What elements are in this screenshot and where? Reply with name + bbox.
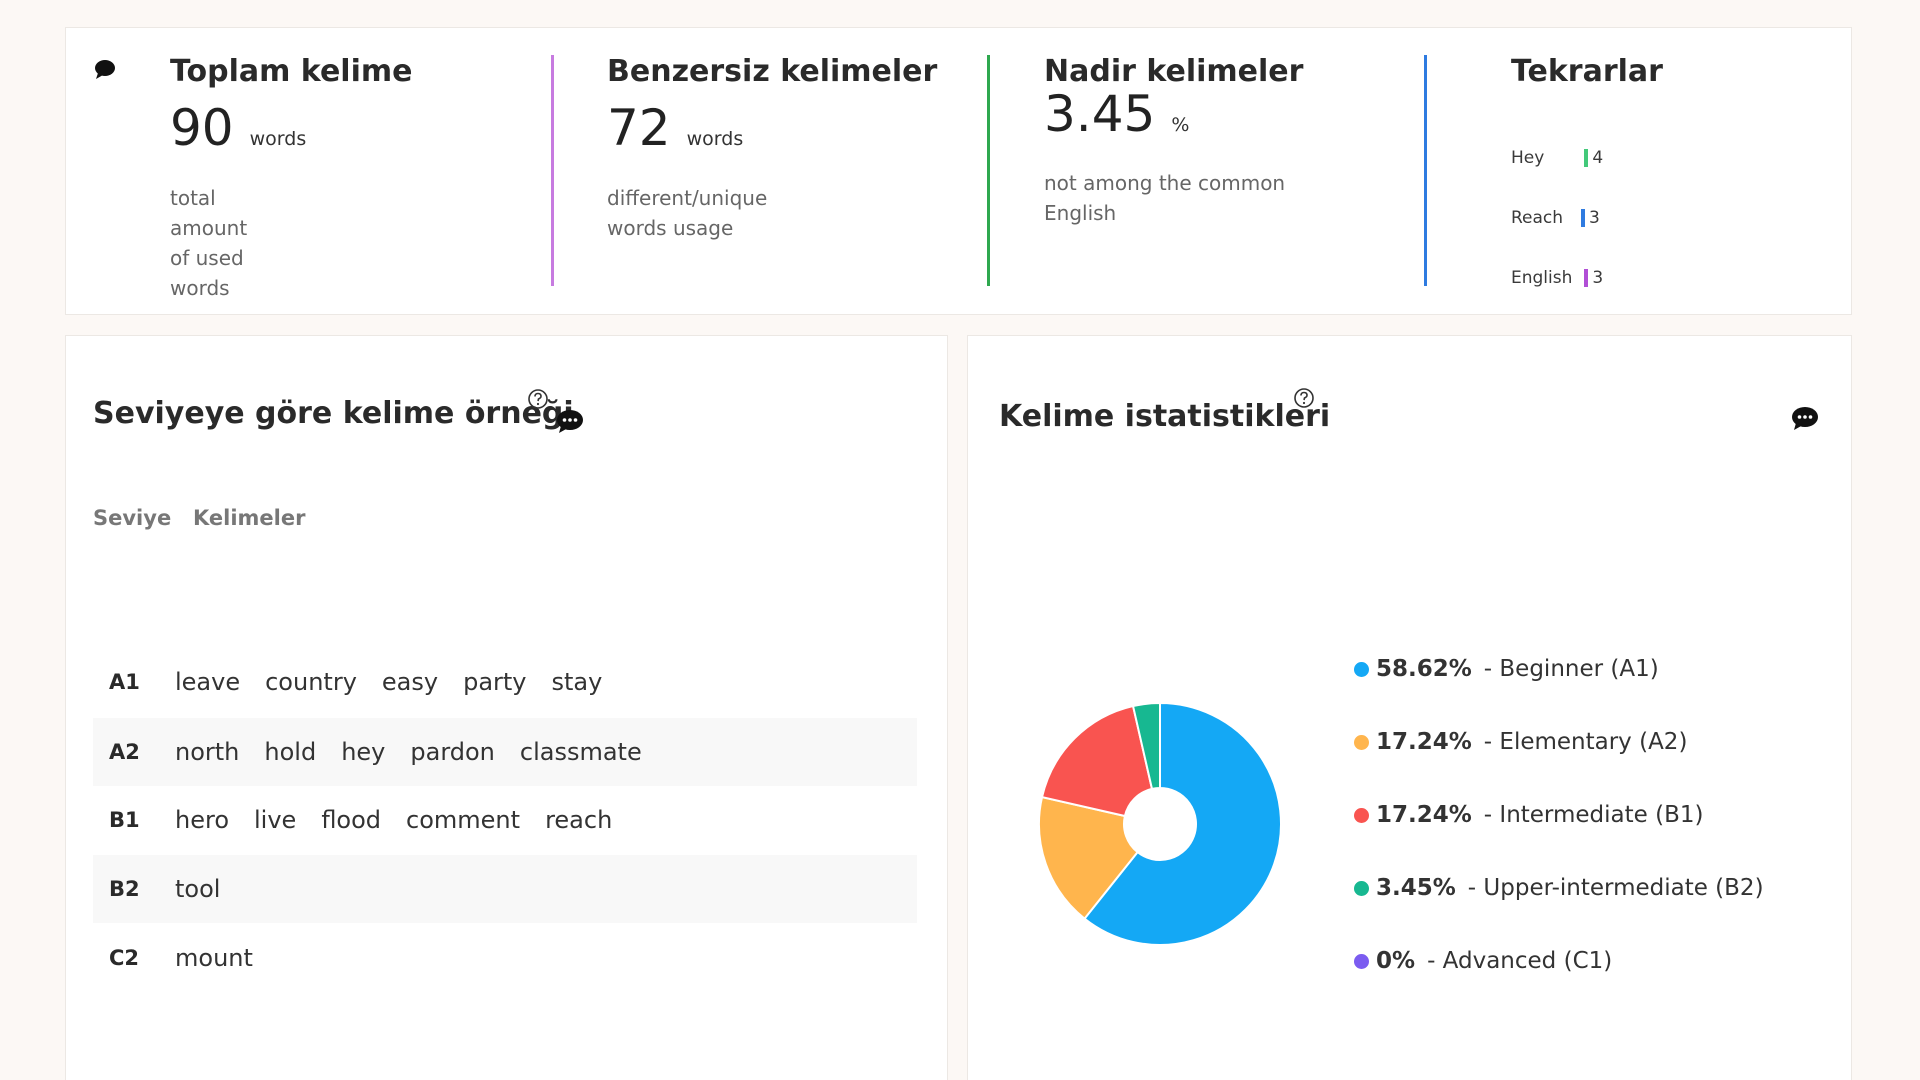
legend-item[interactable]: 58.62% - Beginner (A1) bbox=[1354, 656, 1659, 682]
level-words-card: Seviyeye göre kelime örneği Seviye Kelim… bbox=[65, 335, 948, 1080]
separator-unique bbox=[551, 55, 554, 286]
pie-slice-upper-intermediate-b2[interactable] bbox=[1131, 701, 1161, 791]
repeat-bar bbox=[1584, 269, 1589, 287]
column-header-words: Kelimeler bbox=[193, 506, 306, 530]
word-item[interactable]: country bbox=[265, 668, 357, 696]
legend-percent: 3.45% bbox=[1376, 875, 1456, 901]
repeat-word: English bbox=[1511, 268, 1573, 288]
level-code: C2 bbox=[109, 946, 140, 970]
stat-value: 90 words bbox=[170, 99, 306, 157]
repeat-bar bbox=[1581, 209, 1586, 227]
word-item[interactable]: north bbox=[175, 738, 240, 766]
stat-unit: % bbox=[1171, 114, 1190, 136]
stat-number: 72 bbox=[607, 99, 671, 157]
chat-bubble-icon[interactable] bbox=[555, 408, 585, 438]
legend-label: - Intermediate (B1) bbox=[1483, 802, 1704, 828]
word-item[interactable]: hold bbox=[264, 738, 317, 766]
word-item[interactable]: classmate bbox=[519, 738, 642, 766]
word-item[interactable]: flood bbox=[321, 806, 382, 834]
table-row: C2 mount bbox=[93, 924, 917, 992]
legend-item[interactable]: 17.24% - Elementary (A2) bbox=[1354, 729, 1687, 755]
stat-unit: words bbox=[249, 128, 307, 150]
stat-number: 90 bbox=[170, 99, 234, 157]
word-item[interactable]: easy bbox=[381, 668, 439, 696]
legend-label: - Advanced (C1) bbox=[1427, 948, 1613, 974]
column-header-level: Seviye bbox=[93, 506, 172, 530]
level-code: B2 bbox=[109, 877, 140, 901]
word-item[interactable]: reach bbox=[545, 806, 613, 834]
panel-title: Seviyeye göre kelime örneği bbox=[93, 396, 574, 431]
legend-dot bbox=[1354, 661, 1369, 677]
word-item[interactable]: hey bbox=[341, 738, 386, 766]
word-item[interactable]: mount bbox=[175, 944, 253, 972]
repeat-item: Hey 4 bbox=[1511, 147, 1603, 169]
word-item[interactable]: comment bbox=[406, 806, 521, 834]
legend-percent: 17.24% bbox=[1376, 802, 1472, 828]
level-donut-chart bbox=[1038, 701, 1282, 946]
separator-rare bbox=[987, 55, 990, 286]
word-item[interactable]: leave bbox=[175, 668, 241, 696]
repeat-bar bbox=[1584, 149, 1589, 167]
stat-number: 3.45 bbox=[1044, 85, 1156, 143]
legend-label: - Beginner (A1) bbox=[1483, 656, 1659, 682]
pie-slice-elementary-a2[interactable] bbox=[1038, 795, 1139, 921]
legend-percent: 17.24% bbox=[1376, 729, 1472, 755]
table-row: B2 tool bbox=[93, 855, 917, 923]
legend-label: - Elementary (A2) bbox=[1483, 729, 1688, 755]
stat-title: Nadir kelimeler bbox=[1044, 54, 1304, 89]
legend-dot bbox=[1354, 734, 1369, 750]
repeat-count: 4 bbox=[1592, 148, 1604, 168]
pie-slice-beginner-a1[interactable] bbox=[1083, 701, 1282, 946]
word-stats-card: Kelime istatistikleri 58.62% - Beginner (… bbox=[967, 335, 1852, 1080]
stat-value: 72 words bbox=[607, 99, 743, 157]
repeat-word: Reach bbox=[1511, 208, 1564, 228]
stat-title: Toplam kelime bbox=[170, 54, 413, 89]
help-circle-icon[interactable] bbox=[527, 388, 549, 414]
legend-percent: 58.62% bbox=[1376, 656, 1472, 682]
stat-description: not among the common English bbox=[1044, 171, 1286, 225]
table-row: A1 leave country easy party stay bbox=[93, 648, 917, 716]
word-item[interactable]: party bbox=[463, 668, 527, 696]
legend-item[interactable]: 17.24% - Intermediate (B1) bbox=[1354, 802, 1703, 828]
level-code: A1 bbox=[109, 670, 140, 694]
legend-dot bbox=[1354, 953, 1369, 969]
legend-dot bbox=[1354, 880, 1369, 896]
word-item[interactable]: live bbox=[254, 806, 297, 834]
legend-item[interactable]: 3.45% - Upper-intermediate (B2) bbox=[1354, 875, 1764, 901]
word-item[interactable]: hero bbox=[175, 806, 229, 834]
repeat-count: 3 bbox=[1592, 268, 1604, 288]
chat-bubble-icon[interactable] bbox=[1790, 405, 1820, 435]
repeat-item: Reach 3 bbox=[1511, 207, 1600, 229]
word-item[interactable]: tool bbox=[175, 875, 221, 903]
table-row: B1 hero live flood comment reach bbox=[93, 786, 917, 854]
word-item[interactable]: pardon bbox=[410, 738, 495, 766]
stat-description: total amount of used words bbox=[170, 186, 248, 300]
level-code: B1 bbox=[109, 808, 140, 832]
help-circle-icon[interactable] bbox=[1293, 387, 1315, 413]
legend-percent: 0% bbox=[1376, 948, 1416, 974]
repeat-word: Hey bbox=[1511, 148, 1545, 168]
separator-repeats bbox=[1424, 55, 1427, 286]
level-code: A2 bbox=[109, 740, 140, 764]
stat-value: 3.45% bbox=[1044, 85, 1189, 143]
table-row: A2 north hold hey pardon classmate bbox=[93, 718, 917, 786]
panel-title: Kelime istatistikleri bbox=[999, 399, 1331, 434]
stat-description: different/unique words usage bbox=[607, 186, 768, 240]
repeat-count: 3 bbox=[1589, 208, 1600, 228]
stat-title: Benzersiz kelimeler bbox=[607, 54, 938, 89]
stat-title: Tekrarlar bbox=[1511, 54, 1663, 89]
legend-dot bbox=[1354, 807, 1369, 823]
legend-item[interactable]: 0% - Advanced (C1) bbox=[1354, 948, 1612, 974]
stat-unit: words bbox=[686, 128, 744, 150]
stats-card: Toplam kelime 90 words total amount of us… bbox=[65, 27, 1852, 315]
legend-label: - Upper-intermediate (B2) bbox=[1467, 875, 1764, 901]
word-item[interactable]: stay bbox=[551, 668, 603, 696]
chat-bubble-icon[interactable] bbox=[93, 58, 117, 84]
pie-slice-intermediate-b1[interactable] bbox=[1040, 704, 1154, 818]
repeat-item: English 3 bbox=[1511, 267, 1603, 289]
